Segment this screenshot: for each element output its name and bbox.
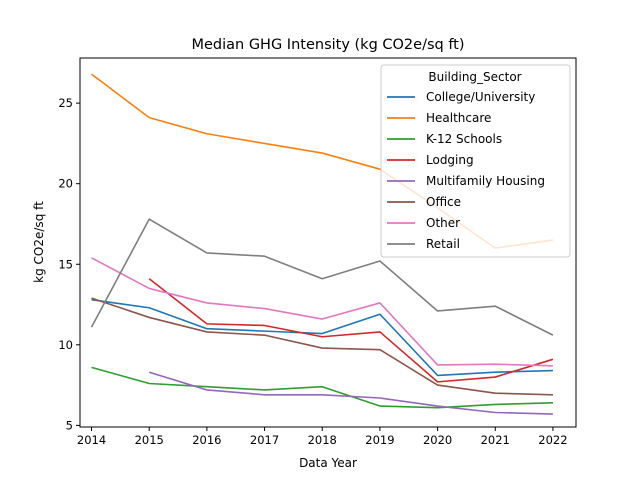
x-tick-label: 2015 xyxy=(135,433,164,447)
y-tick-label: 10 xyxy=(58,338,73,352)
series-line-3 xyxy=(148,278,554,383)
legend-title: Building_Sector xyxy=(428,70,521,84)
x-axis: 2014 2015 2016 2017 2018 2019 2020 2021 2022 xyxy=(77,427,568,447)
legend-entry: K-12 Schools xyxy=(426,132,502,146)
legend-entry: College/University xyxy=(426,90,535,104)
x-tick-label: 2016 xyxy=(192,433,221,447)
chart-title: Median GHG Intensity (kg CO2e/sq ft) xyxy=(191,37,464,53)
x-tick-label: 2014 xyxy=(77,433,106,447)
series-line-0 xyxy=(91,298,553,377)
series-line-5 xyxy=(91,297,553,396)
legend-entry: Retail xyxy=(426,237,460,251)
x-tick-label: 2018 xyxy=(308,433,337,447)
y-tick-label: 15 xyxy=(58,257,73,271)
y-tick-label: 20 xyxy=(58,177,73,191)
series-line-4 xyxy=(148,371,553,415)
y-tick-label: 25 xyxy=(58,96,73,110)
legend: Building_Sector College/University Health… xyxy=(380,64,571,258)
x-tick-label: 2022 xyxy=(538,433,567,447)
plot-area xyxy=(79,57,577,428)
legend-entry: Office xyxy=(426,195,461,209)
x-axis-label: Data Year xyxy=(299,456,357,470)
x-tick-label: 2020 xyxy=(423,433,452,447)
legend-entry: Lodging xyxy=(426,153,474,167)
series-line-2 xyxy=(91,366,553,409)
y-tick-label: 5 xyxy=(66,418,73,432)
x-tick-label: 2019 xyxy=(365,433,394,447)
plot-frame xyxy=(79,57,577,428)
legend-entry: Other xyxy=(426,216,460,230)
legend-entry: Multifamily Housing xyxy=(426,174,545,188)
x-tick-label: 2017 xyxy=(250,433,279,447)
series-line-6 xyxy=(91,257,553,367)
legend-box xyxy=(380,64,571,258)
legend-entry: Healthcare xyxy=(426,111,491,125)
y-axis: 5 10 15 20 25 xyxy=(58,96,80,432)
y-axis-label: kg CO2e/sq ft xyxy=(32,201,46,283)
series-line-7 xyxy=(90,218,554,336)
x-tick-label: 2021 xyxy=(481,433,510,447)
